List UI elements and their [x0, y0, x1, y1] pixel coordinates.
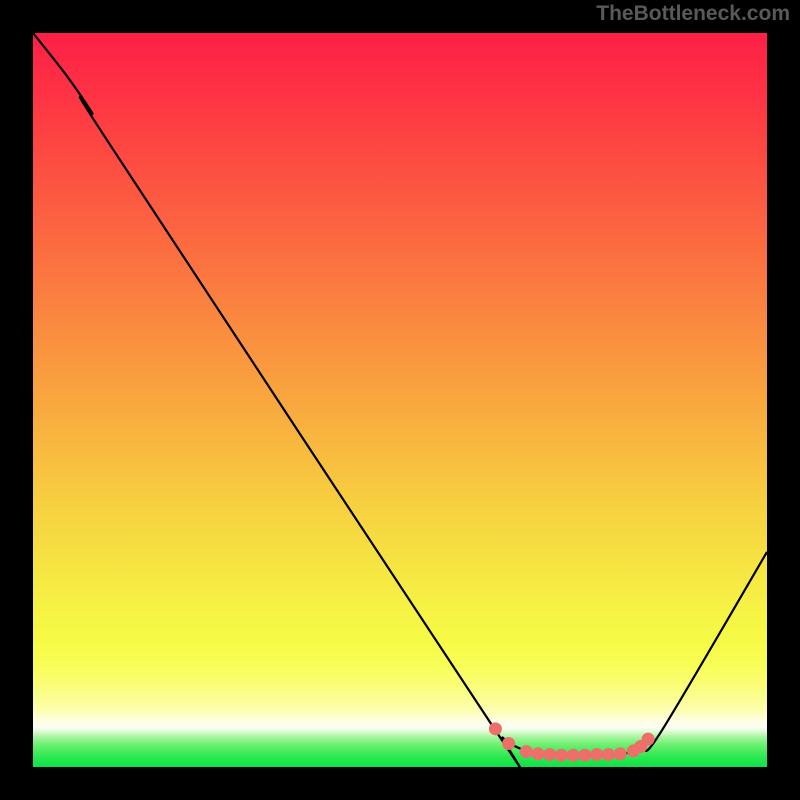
- curve-line: [33, 33, 767, 767]
- marker-dot: [614, 747, 627, 760]
- marker-dot: [590, 748, 603, 761]
- marker-dot: [578, 749, 591, 762]
- watermark-label: TheBottleneck.com: [596, 2, 790, 26]
- marker-dot: [555, 749, 568, 762]
- plot-area: [33, 33, 767, 767]
- chart-container: TheBottleneck.com: [0, 0, 800, 800]
- marker-dot: [502, 737, 515, 750]
- marker-dot: [531, 747, 544, 760]
- marker-dot: [642, 733, 655, 746]
- marker-dot: [520, 745, 533, 758]
- marker-dot: [567, 749, 580, 762]
- chart-svg: [33, 33, 767, 767]
- marker-dot: [489, 722, 502, 735]
- marker-dot: [602, 748, 615, 761]
- marker-dot: [543, 748, 556, 761]
